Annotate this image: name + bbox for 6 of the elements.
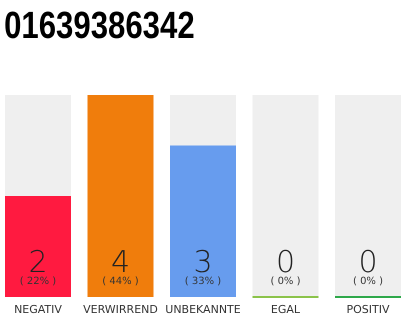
chart-title: 01639386342 <box>4 5 195 47</box>
x-tick-label: UNBEKANNTE <box>165 303 241 316</box>
x-tick-label: NEGATIV <box>14 303 62 316</box>
x-tick-label: EGAL <box>270 303 301 316</box>
x-tick-label: POSITIV <box>346 303 390 316</box>
x-tick-label: VERWIRREND <box>83 303 158 316</box>
